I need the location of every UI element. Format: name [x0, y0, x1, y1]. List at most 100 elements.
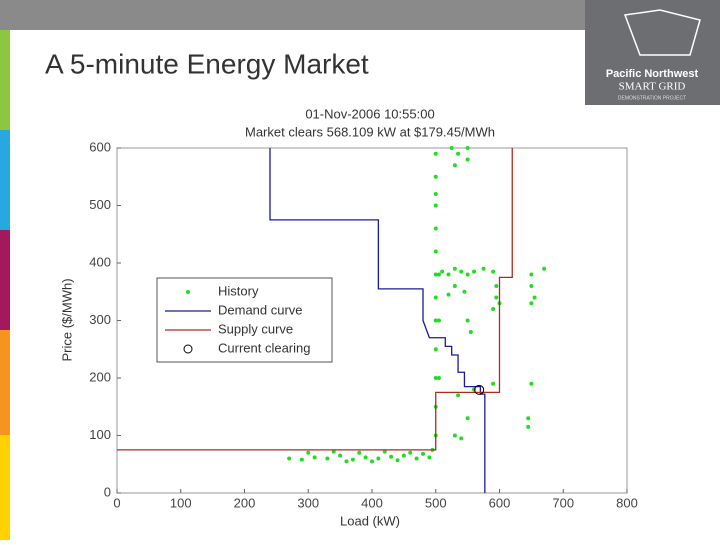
- history-point: [299, 457, 304, 462]
- x-axis-label: Load (kW): [340, 513, 400, 528]
- history-point: [433, 203, 438, 208]
- history-point: [370, 459, 374, 464]
- history-point: [462, 289, 467, 294]
- history-point: [344, 459, 349, 464]
- history-point: [529, 301, 534, 306]
- history-point: [325, 456, 330, 461]
- history-point: [468, 330, 473, 334]
- x-tick-label: 300: [297, 495, 319, 510]
- legend-label: Demand curve: [218, 302, 303, 317]
- history-point: [433, 295, 438, 300]
- logo-text: Pacific Northwest: [606, 68, 699, 80]
- history-point: [449, 146, 454, 150]
- legend-label: Supply curve: [218, 321, 293, 336]
- curve: [269, 148, 486, 493]
- history-point: [312, 455, 317, 460]
- y-tick-label: 400: [89, 254, 111, 269]
- history-point: [456, 151, 461, 156]
- history-point: [331, 449, 336, 454]
- x-tick-label: 600: [489, 495, 511, 510]
- history-point: [338, 453, 343, 458]
- history-point: [395, 458, 400, 463]
- x-tick-label: 800: [616, 495, 638, 510]
- history-point: [440, 269, 445, 274]
- history-point: [526, 424, 531, 429]
- history-point: [529, 272, 534, 277]
- history-point: [459, 269, 464, 274]
- clearing-point: [474, 384, 485, 395]
- history-point: [408, 450, 413, 455]
- history-point: [532, 295, 537, 300]
- slide-title: A 5-minute Energy Market: [45, 48, 369, 79]
- history-point: [436, 376, 441, 380]
- history-point: [433, 376, 438, 380]
- history-point: [526, 416, 531, 421]
- strip: [0, 230, 10, 330]
- strip: [0, 130, 10, 230]
- history-point: [427, 455, 432, 460]
- x-tick-label: 500: [425, 495, 447, 510]
- y-tick-label: 100: [89, 427, 111, 442]
- y-tick-label: 500: [89, 197, 111, 212]
- history-point: [436, 272, 441, 277]
- history-point: [472, 269, 476, 274]
- history-point: [401, 453, 406, 458]
- history-point: [491, 307, 496, 311]
- history-point: [287, 456, 292, 461]
- history-point: [433, 347, 438, 352]
- strip: [0, 435, 10, 540]
- history-point: [452, 163, 457, 168]
- history-point: [494, 284, 499, 288]
- chart-title: 01-Nov-2006 10:55:00: [305, 106, 434, 121]
- legend-marker: [186, 290, 190, 294]
- logo-box: [585, 0, 720, 105]
- history-point: [465, 272, 470, 277]
- history-point: [433, 174, 438, 179]
- history-point: [494, 295, 499, 300]
- y-tick-label: 300: [89, 312, 111, 327]
- strip: [0, 330, 10, 435]
- legend-label: Current clearing: [218, 340, 311, 355]
- legend-marker: [183, 344, 193, 354]
- history-point: [436, 318, 441, 323]
- logo-text: DEMONSTRATION PROJECT: [618, 95, 686, 101]
- history-point: [306, 450, 311, 455]
- history-point: [363, 455, 368, 460]
- history-point: [433, 318, 438, 323]
- curve: [117, 148, 513, 451]
- history-point: [456, 393, 461, 398]
- history-point: [433, 226, 438, 231]
- history-point: [446, 292, 451, 297]
- history-point: [465, 318, 470, 323]
- x-tick-label: 700: [552, 495, 574, 510]
- history-point: [433, 151, 438, 156]
- history-point: [465, 146, 470, 150]
- history-point: [452, 433, 457, 438]
- history-point: [357, 450, 362, 455]
- x-tick-label: 100: [170, 495, 192, 510]
- history-point: [433, 272, 438, 277]
- history-point: [350, 457, 355, 462]
- strip: [0, 30, 10, 130]
- history-point: [414, 456, 419, 461]
- history-point: [481, 266, 486, 271]
- y-axis-label: Price ($/MWh): [59, 278, 74, 361]
- chart-subtitle: Market clears 568.109 kW at $179.45/MWh: [245, 124, 495, 139]
- history-point: [389, 454, 394, 459]
- history-point: [382, 449, 387, 454]
- history-point: [491, 269, 496, 274]
- history-point: [529, 381, 534, 386]
- history-point: [446, 272, 451, 277]
- logo-shape: [623, 9, 701, 56]
- y-tick-label: 0: [104, 484, 111, 499]
- history-point: [542, 266, 547, 271]
- history-point: [491, 381, 496, 386]
- history-point: [421, 451, 425, 456]
- history-point: [452, 284, 457, 288]
- logo-text: SMART GRID: [619, 81, 686, 93]
- history-point: [433, 249, 438, 254]
- x-tick-label: 0: [113, 495, 120, 510]
- history-point: [452, 266, 457, 271]
- history-point: [433, 192, 438, 196]
